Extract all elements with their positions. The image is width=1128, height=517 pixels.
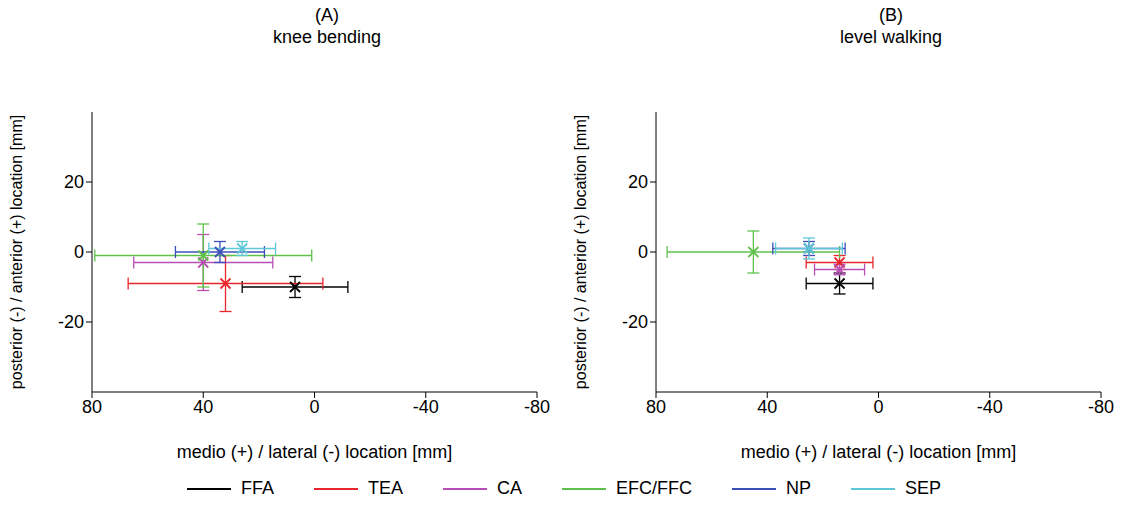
svg-text:80: 80 — [646, 397, 666, 417]
svg-text:0: 0 — [873, 397, 883, 417]
svg-text:-20: -20 — [622, 312, 648, 332]
svg-text:posterior (-) / anterior (+) l: posterior (-) / anterior (+) location [m… — [8, 115, 25, 389]
svg-text:-80: -80 — [524, 397, 550, 417]
html-text:EFC/FFC: EFC/FFC — [616, 478, 692, 498]
svg-text:-40: -40 — [413, 397, 439, 417]
svg-text:medio (+) / lateral (-) locati: medio (+) / lateral (-) location [mm] — [741, 442, 1017, 462]
svg-text:0: 0 — [638, 242, 648, 262]
svg-text:-20: -20 — [58, 312, 84, 332]
html-text:FFA: FFA — [241, 478, 274, 498]
html-text:CA: CA — [497, 478, 522, 498]
svg-text:40: 40 — [757, 397, 777, 417]
html-text:(B): (B) — [879, 5, 903, 25]
svg-text:20: 20 — [628, 172, 648, 192]
svg-text:-80: -80 — [1088, 397, 1114, 417]
svg-text:-40: -40 — [977, 397, 1003, 417]
svg-text:0: 0 — [74, 242, 84, 262]
svg-text:posterior (-) / anterior (+) l: posterior (-) / anterior (+) location [m… — [572, 115, 589, 389]
svg-text:0: 0 — [309, 397, 319, 417]
html-text:TEA: TEA — [368, 478, 403, 498]
svg-text:80: 80 — [82, 397, 102, 417]
html-text:level walking: level walking — [840, 27, 942, 47]
html-text:(A): (A) — [315, 5, 339, 25]
html-text:NP: NP — [786, 478, 811, 498]
html-text:SEP: SEP — [905, 478, 941, 498]
svg-text:medio (+) / lateral (-) locati: medio (+) / lateral (-) location [mm] — [177, 442, 453, 462]
svg-text:40: 40 — [193, 397, 213, 417]
svg-text:20: 20 — [64, 172, 84, 192]
html-text:knee bending: knee bending — [272, 27, 381, 47]
